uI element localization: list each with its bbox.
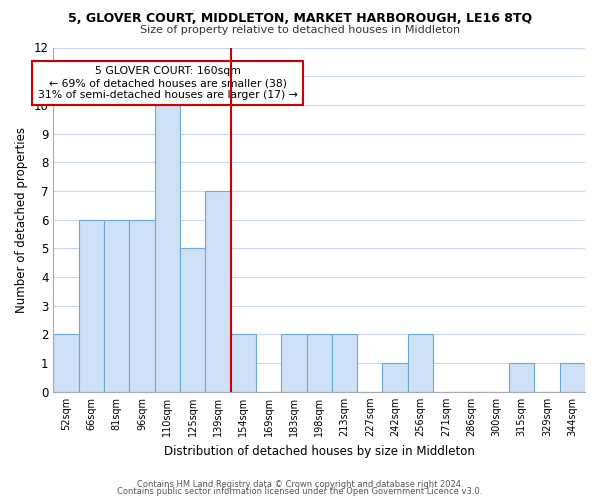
Bar <box>382 363 408 392</box>
Text: Contains HM Land Registry data © Crown copyright and database right 2024.: Contains HM Land Registry data © Crown c… <box>137 480 463 489</box>
Y-axis label: Number of detached properties: Number of detached properties <box>15 126 28 312</box>
Bar <box>332 334 357 392</box>
Text: Size of property relative to detached houses in Middleton: Size of property relative to detached ho… <box>140 25 460 35</box>
Bar <box>408 334 433 392</box>
Bar <box>104 220 130 392</box>
Bar <box>155 105 180 392</box>
Text: 5, GLOVER COURT, MIDDLETON, MARKET HARBOROUGH, LE16 8TQ: 5, GLOVER COURT, MIDDLETON, MARKET HARBO… <box>68 12 532 26</box>
Bar <box>205 191 230 392</box>
Bar <box>230 334 256 392</box>
X-axis label: Distribution of detached houses by size in Middleton: Distribution of detached houses by size … <box>164 444 475 458</box>
Bar <box>281 334 307 392</box>
Bar <box>130 220 155 392</box>
Bar <box>53 334 79 392</box>
Bar <box>79 220 104 392</box>
Bar <box>307 334 332 392</box>
Text: 5 GLOVER COURT: 160sqm
← 69% of detached houses are smaller (38)
31% of semi-det: 5 GLOVER COURT: 160sqm ← 69% of detached… <box>38 66 298 100</box>
Bar <box>560 363 585 392</box>
Bar <box>509 363 535 392</box>
Text: Contains public sector information licensed under the Open Government Licence v3: Contains public sector information licen… <box>118 487 482 496</box>
Bar <box>180 248 205 392</box>
